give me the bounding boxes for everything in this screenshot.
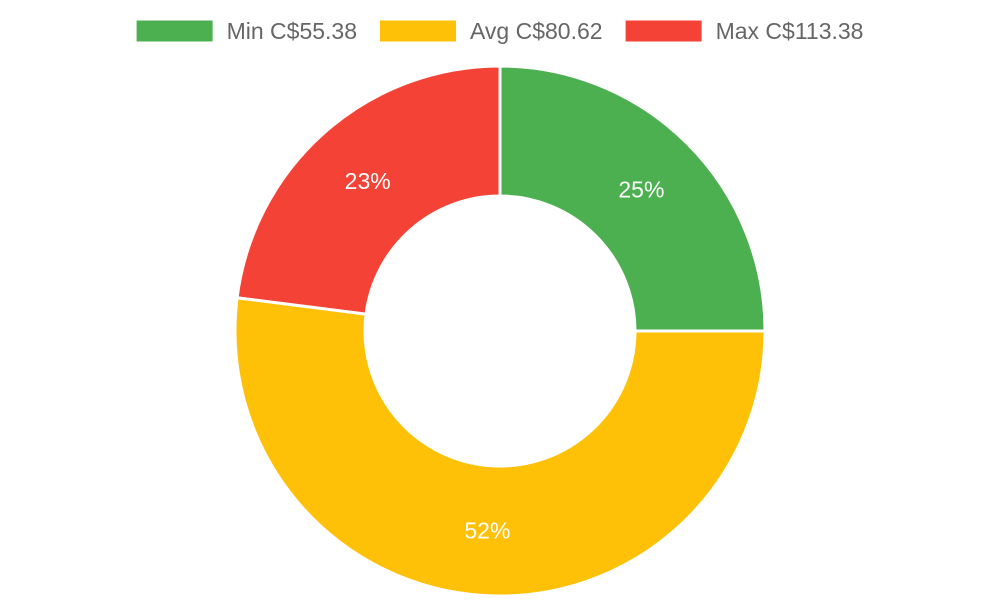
slice-min[interactable]: [498, 64, 767, 333]
legend-label-avg: Avg C$80.62: [470, 18, 603, 44]
slice-avg[interactable]: [233, 296, 767, 598]
chart-slice-labels: 25% 52% 23%: [345, 168, 665, 544]
legend-label-max: Max C$113.38: [716, 18, 864, 44]
legend-label-min: Min C$55.38: [227, 18, 357, 44]
legend-item-min[interactable]: Min C$55.38: [136, 18, 357, 44]
chart-slices: [233, 64, 767, 598]
slice-label-avg: 52%: [464, 518, 510, 544]
slice-max[interactable]: [235, 64, 502, 316]
chart-legend: Min C$55.38 Avg C$80.62 Max C$113.38: [136, 18, 864, 44]
legend-swatch-avg: [380, 20, 456, 42]
legend-swatch-min: [136, 20, 213, 42]
legend-item-max[interactable]: Max C$113.38: [625, 18, 864, 44]
legend-swatch-max: [625, 20, 702, 42]
legend-item-avg[interactable]: Avg C$80.62: [380, 18, 603, 44]
slice-label-max: 23%: [345, 168, 391, 194]
slice-label-min: 25%: [618, 177, 664, 203]
